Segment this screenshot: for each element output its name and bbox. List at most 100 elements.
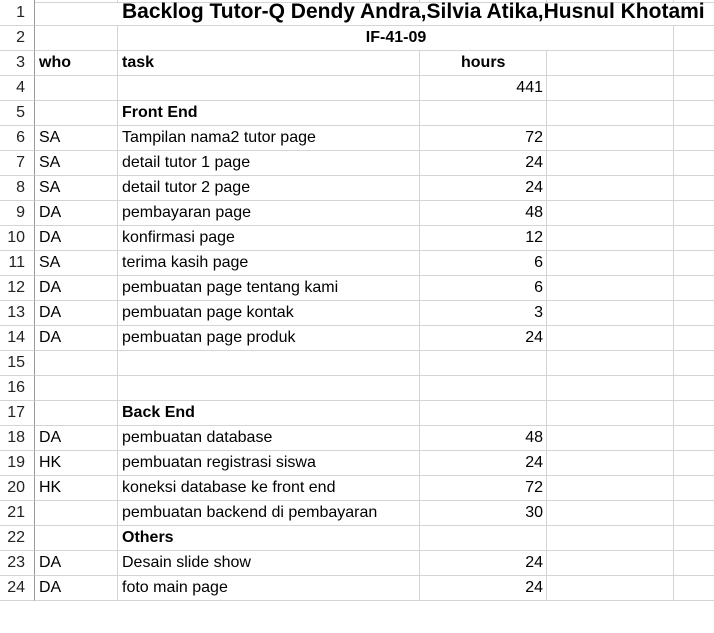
row-header[interactable]: 23	[0, 551, 35, 576]
cell[interactable]	[35, 1, 118, 26]
cell[interactable]	[674, 501, 714, 526]
row-header[interactable]: 19	[0, 451, 35, 476]
cell-hours[interactable]: 24	[420, 551, 547, 576]
cell[interactable]	[674, 376, 714, 401]
cell[interactable]	[35, 376, 118, 401]
cell-task[interactable]: konfirmasi page	[118, 226, 420, 251]
cell-hours[interactable]: 6	[420, 251, 547, 276]
header-hours[interactable]: hours	[420, 51, 547, 76]
cell-task[interactable]: detail tutor 2 page	[118, 176, 420, 201]
cell-who[interactable]: DA	[35, 201, 118, 226]
header-who[interactable]: who	[35, 51, 118, 76]
cell-task[interactable]: pembuatan database	[118, 426, 420, 451]
section-front-end[interactable]: Front End	[118, 101, 420, 126]
row-header[interactable]: 11	[0, 251, 35, 276]
cell-who[interactable]: SA	[35, 126, 118, 151]
cell[interactable]	[547, 1, 674, 26]
row-header[interactable]: 13	[0, 301, 35, 326]
cell[interactable]	[547, 376, 674, 401]
cell-task[interactable]: foto main page	[118, 576, 420, 601]
cell-hours[interactable]: 3	[420, 301, 547, 326]
section-others[interactable]: Others	[118, 526, 420, 551]
cell-task[interactable]: terima kasih page	[118, 251, 420, 276]
row-header[interactable]: 21	[0, 501, 35, 526]
cell[interactable]	[547, 526, 674, 551]
row-header[interactable]: 9	[0, 201, 35, 226]
cell-who[interactable]: DA	[35, 326, 118, 351]
cell-who[interactable]	[35, 501, 118, 526]
cell-hours[interactable]: 48	[420, 426, 547, 451]
cell[interactable]	[547, 301, 674, 326]
cell-hours[interactable]: 24	[420, 151, 547, 176]
cell-hours[interactable]: 6	[420, 276, 547, 301]
cell[interactable]	[547, 101, 674, 126]
cell-who[interactable]: DA	[35, 576, 118, 601]
cell[interactable]	[35, 401, 118, 426]
cell[interactable]	[674, 451, 714, 476]
cell-who[interactable]: HK	[35, 476, 118, 501]
cell-task[interactable]: koneksi database ke front end	[118, 476, 420, 501]
cell-who[interactable]: SA	[35, 176, 118, 201]
cell-hours[interactable]: 24	[420, 451, 547, 476]
section-back-end[interactable]: Back End	[118, 401, 420, 426]
cell[interactable]	[547, 476, 674, 501]
cell[interactable]	[35, 76, 118, 101]
cell[interactable]	[547, 226, 674, 251]
cell[interactable]	[674, 351, 714, 376]
cell[interactable]	[674, 251, 714, 276]
sheet-subtitle[interactable]: IF-41-09	[118, 26, 674, 51]
cell[interactable]	[674, 576, 714, 601]
cell[interactable]	[674, 51, 714, 76]
cell[interactable]	[547, 51, 674, 76]
cell-hours[interactable]: 24	[420, 576, 547, 601]
row-header[interactable]: 7	[0, 151, 35, 176]
cell[interactable]	[547, 401, 674, 426]
cell[interactable]	[547, 451, 674, 476]
cell[interactable]	[547, 126, 674, 151]
cell-task[interactable]: pembayaran page	[118, 201, 420, 226]
cell-who[interactable]: HK	[35, 451, 118, 476]
cell[interactable]	[674, 401, 714, 426]
cell[interactable]	[35, 101, 118, 126]
cell[interactable]	[674, 426, 714, 451]
cell[interactable]	[547, 176, 674, 201]
cell[interactable]	[674, 301, 714, 326]
cell[interactable]	[674, 76, 714, 101]
cell[interactable]	[547, 326, 674, 351]
row-header[interactable]: 5	[0, 101, 35, 126]
cell-hours[interactable]: 12	[420, 226, 547, 251]
row-header[interactable]: 24	[0, 576, 35, 601]
cell[interactable]	[118, 76, 420, 101]
cell[interactable]	[674, 226, 714, 251]
cell[interactable]	[547, 551, 674, 576]
cell[interactable]	[674, 276, 714, 301]
cell-hours[interactable]: 72	[420, 476, 547, 501]
cell[interactable]	[118, 351, 420, 376]
row-header[interactable]: 6	[0, 126, 35, 151]
cell-who[interactable]: DA	[35, 301, 118, 326]
row-header[interactable]: 20	[0, 476, 35, 501]
cell-task[interactable]: Tampilan nama2 tutor page	[118, 126, 420, 151]
cell[interactable]	[547, 351, 674, 376]
sheet-title[interactable]: Backlog Tutor-Q Dendy Andra,Silvia Atika…	[118, 0, 705, 26]
cell[interactable]	[547, 576, 674, 601]
cell[interactable]	[674, 26, 714, 51]
cell[interactable]	[35, 526, 118, 551]
row-header[interactable]: 4	[0, 76, 35, 101]
cell-task[interactable]: pembuatan page kontak	[118, 301, 420, 326]
cell[interactable]	[674, 1, 714, 26]
cell[interactable]	[674, 126, 714, 151]
row-header[interactable]: 12	[0, 276, 35, 301]
cell[interactable]	[547, 276, 674, 301]
cell[interactable]	[420, 401, 547, 426]
row-header[interactable]: 2	[0, 26, 35, 51]
cell-hours[interactable]: 72	[420, 126, 547, 151]
cell-hours[interactable]: 48	[420, 201, 547, 226]
row-header[interactable]: 1	[0, 1, 35, 26]
cell-who[interactable]: DA	[35, 276, 118, 301]
cell[interactable]	[420, 526, 547, 551]
cell[interactable]	[674, 526, 714, 551]
cell-who[interactable]: DA	[35, 226, 118, 251]
row-header[interactable]: 3	[0, 51, 35, 76]
cell-task[interactable]: pembuatan page tentang kami	[118, 276, 420, 301]
